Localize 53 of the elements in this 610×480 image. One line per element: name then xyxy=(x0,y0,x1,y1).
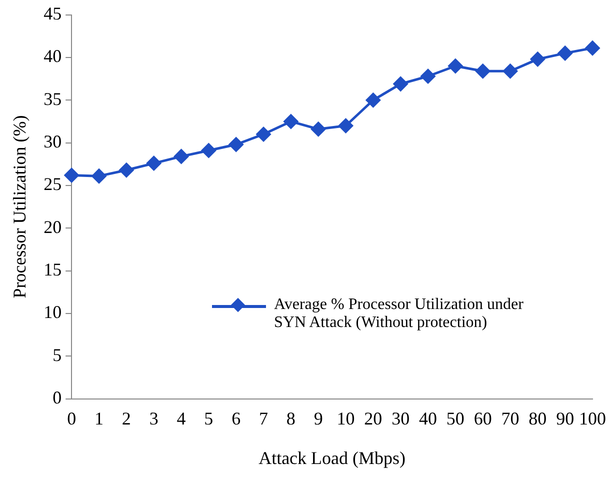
x-tick-label: 70 xyxy=(501,408,520,428)
x-tick-label: 40 xyxy=(419,408,438,428)
y-tick-label: 25 xyxy=(44,174,62,194)
x-tick-label: 90 xyxy=(556,408,574,428)
y-tick-label: 45 xyxy=(44,4,62,24)
y-tick-label: 10 xyxy=(44,302,62,322)
x-tick-label: 50 xyxy=(446,408,464,428)
point xyxy=(256,127,271,142)
point xyxy=(119,162,134,178)
x-tick-label: 80 xyxy=(528,408,547,428)
point xyxy=(393,76,408,92)
x-tick-label: 1 xyxy=(94,408,104,428)
x-tick-label: 9 xyxy=(314,408,323,428)
x-tick-label: 3 xyxy=(149,408,158,428)
point xyxy=(420,68,436,84)
point xyxy=(311,122,326,136)
point xyxy=(366,92,380,108)
x-tick-label: 2 xyxy=(122,408,131,428)
x-tick-label: 7 xyxy=(259,408,268,428)
y-tick-label: 20 xyxy=(44,216,62,237)
x-tick-label: 20 xyxy=(364,408,382,428)
x-tick-label: 100 xyxy=(579,408,606,428)
x-tick-label: 6 xyxy=(232,408,241,428)
point xyxy=(338,118,354,133)
point xyxy=(503,64,518,78)
point xyxy=(201,143,216,158)
x-tick-label: 10 xyxy=(336,408,355,428)
x-tick-label: 0 xyxy=(67,408,76,428)
y-axis-title: Processor Utilization (%) xyxy=(10,115,30,298)
x-tick-label: 60 xyxy=(474,408,492,428)
point xyxy=(146,156,162,171)
point xyxy=(228,137,244,152)
point xyxy=(448,58,463,74)
point xyxy=(476,64,490,78)
point xyxy=(92,168,106,184)
legend-label: Average % Processor Utilization under SYN Attack (Without protection) xyxy=(274,296,524,332)
y-tick-label: 35 xyxy=(44,88,62,109)
y-tick-label: 15 xyxy=(44,260,62,280)
point xyxy=(284,114,298,129)
x-tick-label: 30 xyxy=(392,408,410,428)
y-tick-label: 40 xyxy=(44,46,62,66)
x-axis-title: Attack Load (Mbps) xyxy=(258,448,406,468)
point xyxy=(64,168,79,182)
y-tick-label: 0 xyxy=(52,388,62,408)
point xyxy=(558,46,572,60)
point xyxy=(530,52,545,66)
x-tick-label: 8 xyxy=(286,408,296,428)
y-tick-label: 5 xyxy=(52,344,62,365)
point xyxy=(585,40,600,56)
y-tick-label: 30 xyxy=(44,132,62,152)
x-tick-label: 5 xyxy=(204,408,214,428)
x-tick-label: 4 xyxy=(176,408,186,428)
point xyxy=(174,149,189,164)
